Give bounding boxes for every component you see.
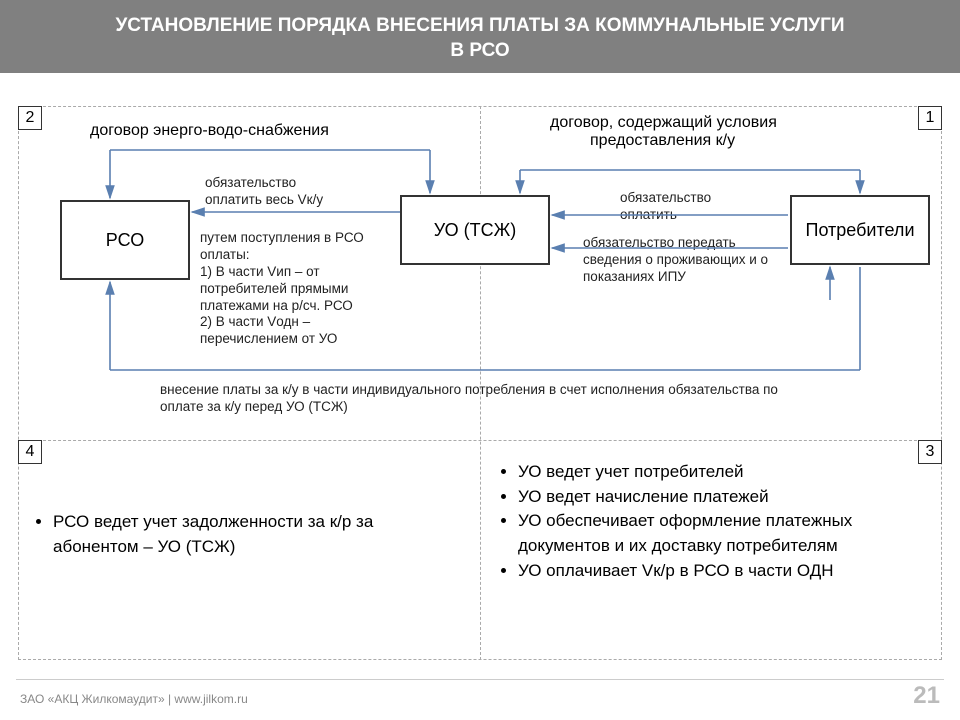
badge-2: 2	[18, 106, 42, 130]
header-line1: УСТАНОВЛЕНИЕ ПОРЯДКА ВНЕСЕНИЯ ПЛАТЫ ЗА К…	[115, 15, 844, 36]
header-line2: В РСО	[450, 40, 509, 61]
bullet-item: УО ведет учет потребителей	[518, 460, 930, 485]
note-via: путем поступления в РСО оплаты: 1) В час…	[200, 230, 400, 348]
page-number: 21	[913, 682, 940, 710]
note-obl-info: обязательство передать сведения о прожив…	[583, 235, 783, 286]
h-divider	[18, 440, 942, 441]
bullet-item: УО оплачивает Vк/р в РСО в части ОДН	[518, 559, 930, 584]
note-obl-pay-all: обязательство оплатить весь Vк/у	[205, 175, 375, 209]
badge-4: 4	[18, 440, 42, 464]
badge-1: 1	[918, 106, 942, 130]
contract-right-label: договор, содержащий условия предоставлен…	[550, 114, 777, 150]
bullets-left: РСО ведет учет задолженности за к/р за а…	[35, 510, 455, 559]
node-rso: РСО	[60, 200, 190, 280]
slide-header: УСТАНОВЛЕНИЕ ПОРЯДКА ВНЕСЕНИЯ ПЛАТЫ ЗА К…	[0, 0, 960, 73]
note-obl-pay: обязательство оплатить	[620, 190, 770, 224]
node-cons: Потребители	[790, 195, 930, 265]
bullets-right: УО ведет учет потребителейУО ведет начис…	[500, 460, 930, 583]
node-uo: УО (ТСЖ)	[400, 195, 550, 265]
bullet-item: УО ведет начисление платежей	[518, 485, 930, 510]
contract-left-label: договор энерго-водо-снабжения	[90, 122, 329, 140]
bullet-item: РСО ведет учет задолженности за к/р за а…	[53, 510, 455, 559]
note-bottom-arrow: внесение платы за к/у в части индивидуал…	[160, 382, 800, 416]
footer-divider	[16, 679, 944, 680]
footer-text: ЗАО «АКЦ Жилкомаудит» | www.jilkom.ru	[20, 692, 248, 706]
bullet-item: УО обеспечивает оформление платежных док…	[518, 509, 930, 558]
